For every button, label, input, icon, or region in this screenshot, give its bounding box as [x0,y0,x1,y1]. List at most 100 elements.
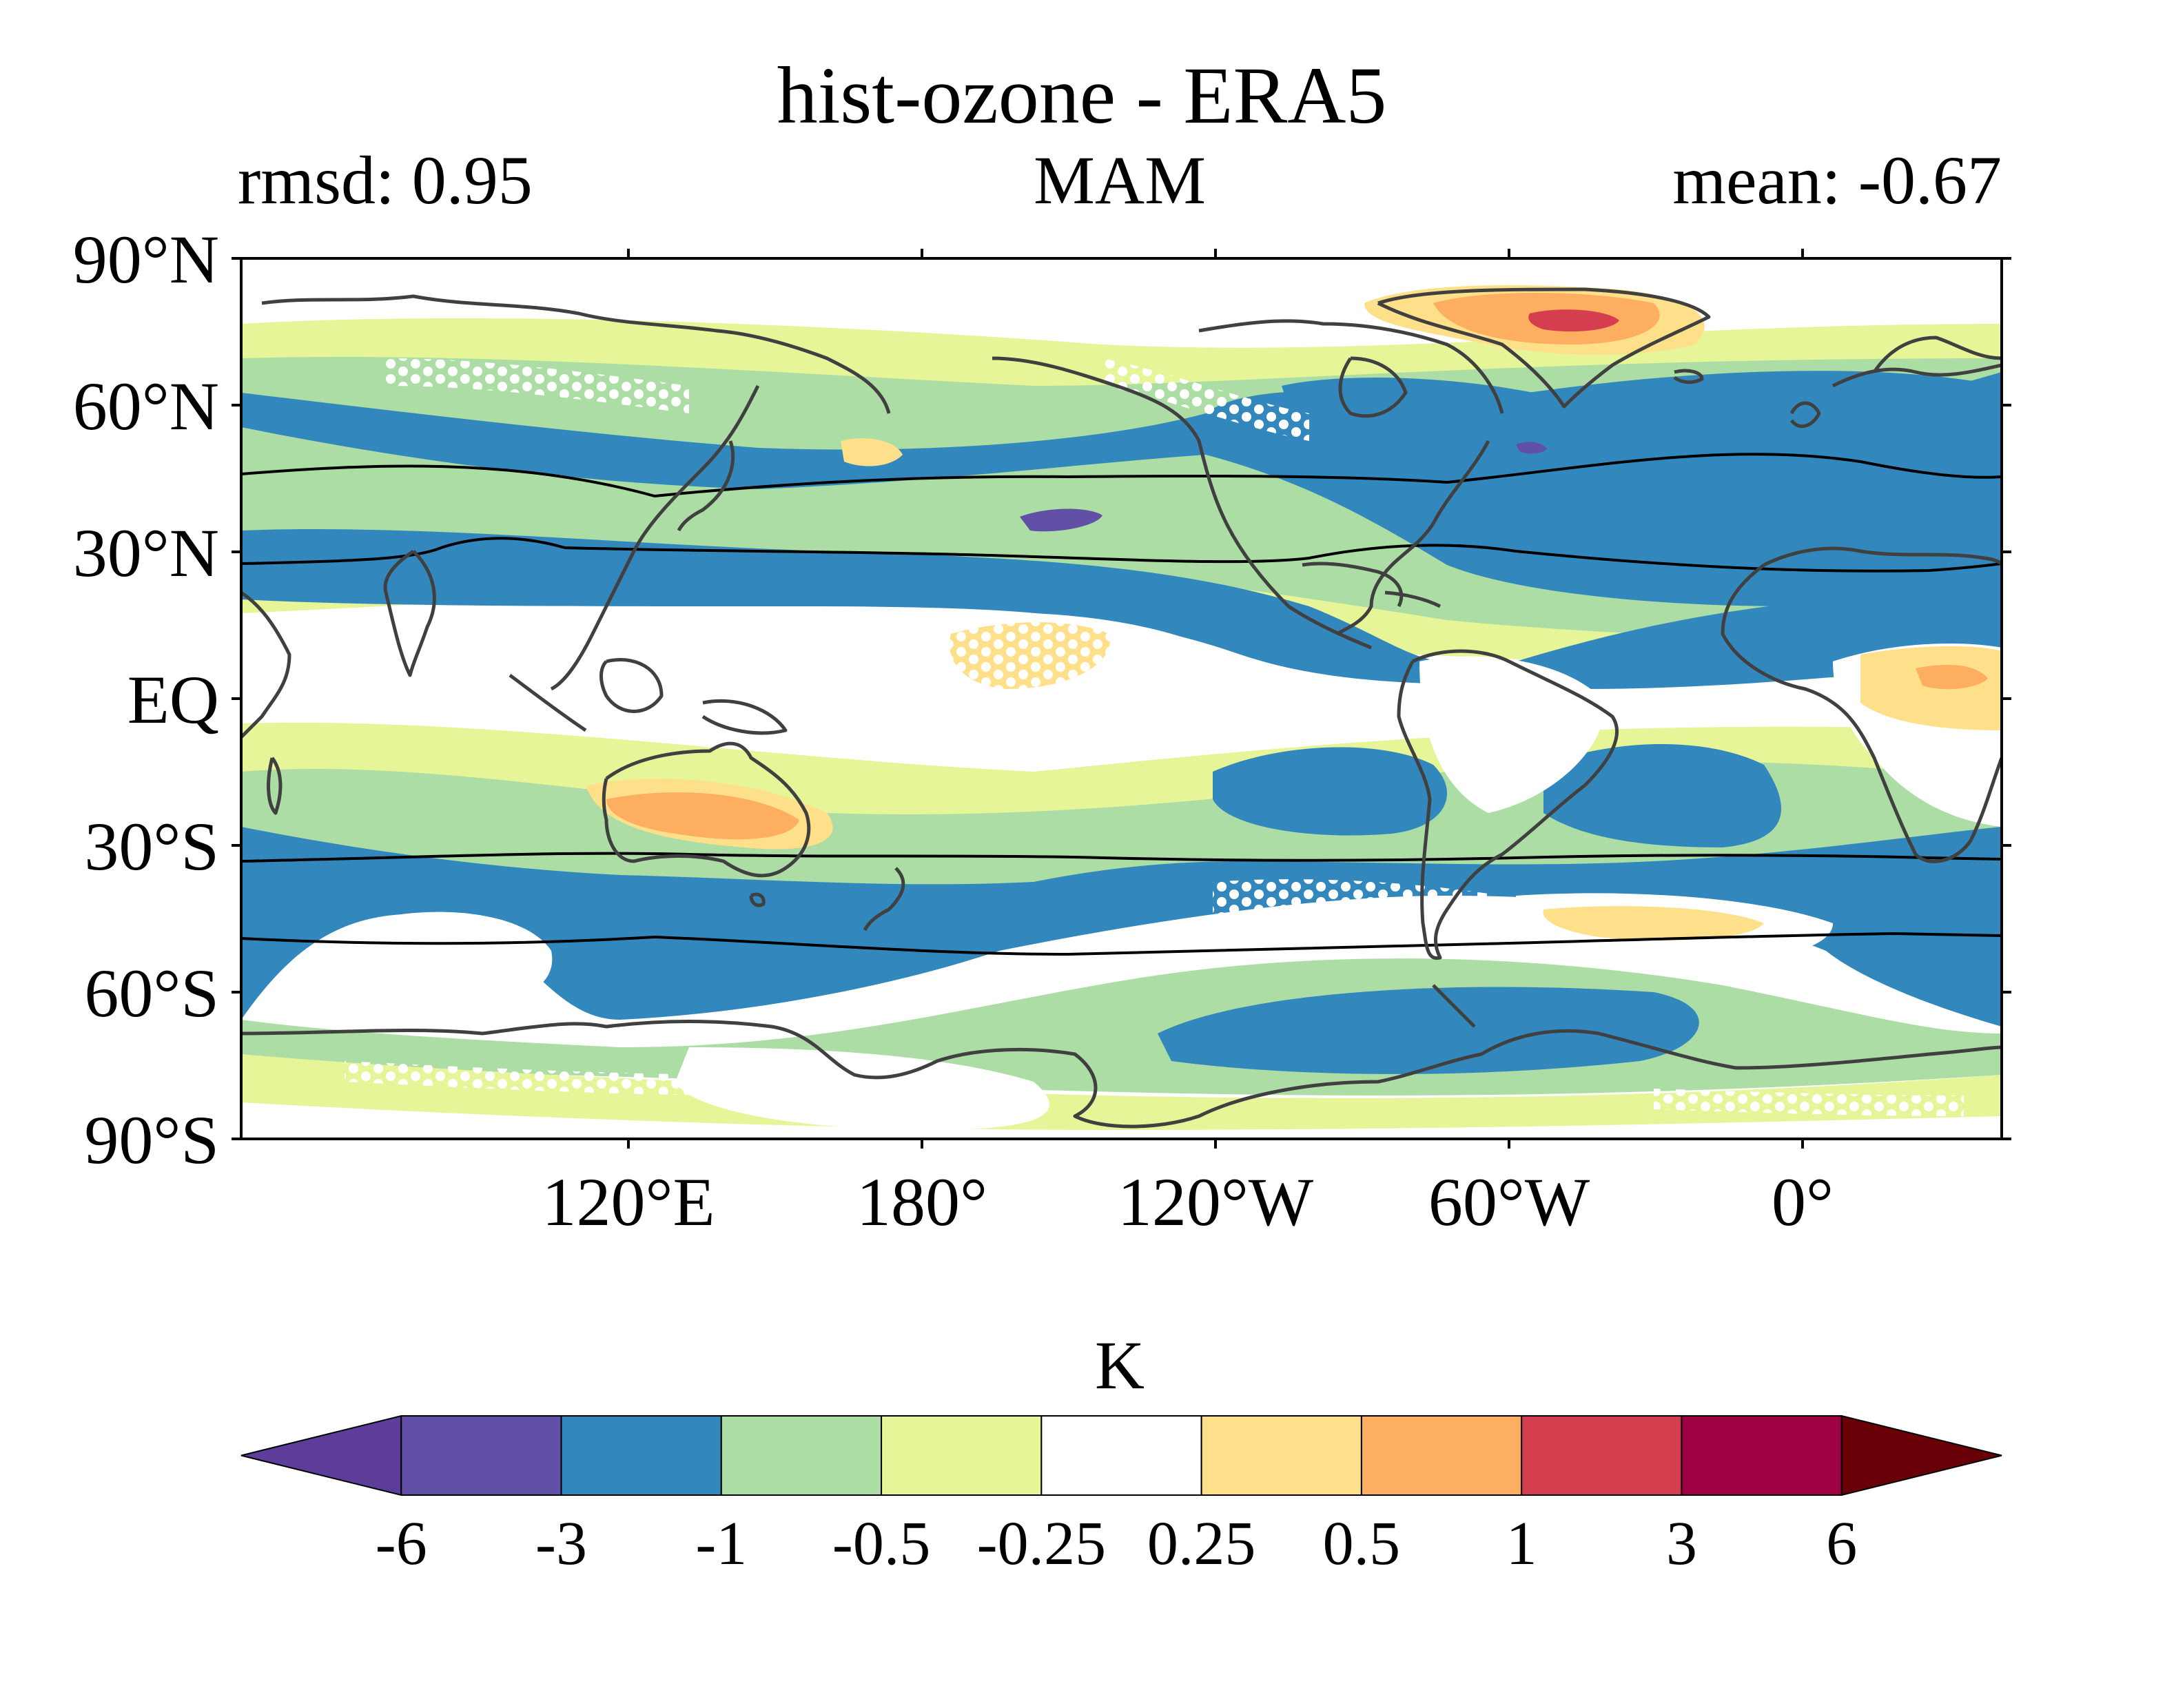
coast-sumatra [509,673,587,732]
colorbar-segment [560,1415,722,1496]
stipple-pacific-nh [1102,358,1309,441]
colorbar-segment [881,1415,1043,1496]
contour-tropics-white [482,611,1378,775]
coast-india [383,549,436,677]
colorbar-tick-label: -0.5 [832,1510,930,1578]
lon-label-120w: 120°W [1118,1164,1314,1240]
contour-japan-yellow [841,438,903,466]
stipple-nh [386,358,689,413]
lat-tick-labels: 90°N 60°N 30°N EQ 30°S 60°S 90°S [73,221,219,1178]
colorbar-tick-label: 6 [1826,1510,1857,1578]
coastlines [241,287,2002,1129]
coast-south-america [1397,649,1619,960]
colorbar-tick-label: 3 [1666,1510,1697,1578]
contour-southpacific-blue [1213,747,1447,836]
coast-tasmania [749,892,766,907]
contour-westafrica-orange [1916,665,1988,690]
contour-greenland-red [1528,309,1619,332]
coast-east-asia [550,384,760,691]
contour-southatlantic-blue [1543,744,1781,847]
lon-label-180: 180° [856,1164,987,1240]
lon-tick-labels: 120°E 180° 120°W 60°W 0° [542,1164,1834,1240]
colorbar-segment [1040,1415,1202,1496]
coast-canada-north [1198,319,1504,414]
colorbar-label: K [1095,1327,1145,1403]
lat-label-60n: 60°N [73,368,219,444]
colorbar-tick-label: -0.25 [977,1510,1106,1578]
colorbar-segment [1360,1415,1523,1496]
jet-line-sh-north [241,852,2002,863]
jet-position-lines [241,453,2002,956]
coast-mediterranean [1763,546,2002,567]
coast-north-america-west [992,356,1372,650]
colorbar-tick-label: 0.25 [1147,1510,1256,1578]
coast-north-america-east [1335,440,1490,636]
contour-subtropic-blue [241,528,2002,689]
colorbar-tick-label: -6 [376,1510,427,1578]
coast-britain [1789,401,1821,429]
significance-stippling [345,358,1964,1116]
contour-antarctic-yellow [241,1054,2002,1130]
coast-cuba [1384,590,1441,608]
stipple-southatlantic [1213,879,1502,930]
contour-australia-orange [606,792,799,840]
colorbar-tick-label: 0.5 [1323,1510,1401,1578]
contour-antarctic-blue [1158,987,1699,1074]
colorbar-segment [1681,1415,1843,1496]
coast-australia [602,741,811,878]
lat-label-90n: 90°N [73,221,219,298]
stipple-centralpacific [950,622,1111,689]
mean-label: mean: -0.67 [1672,142,2002,218]
lat-axis [232,257,2011,1140]
coast-europe [1831,363,2002,388]
colorbar-tick-label: 1 [1506,1510,1537,1578]
lon-axis [627,249,1804,1149]
coast-antarctic-peninsula [1432,984,1476,1028]
contour-southern-ocean-blue [241,827,2002,1027]
coast-japan [677,440,735,532]
lat-label-30n: 30°N [73,515,219,591]
season-label: MAM [1034,142,1206,218]
lat-label-30s: 30°S [84,808,219,885]
contour-southatlantic-yellow [1543,906,1764,940]
jet-line-nh-south [241,537,2002,573]
colorbar-segments [240,1414,2002,1496]
colorbar-segment [720,1415,883,1496]
lat-label-90s: 90°S [84,1102,219,1178]
lat-label-eq: EQ [127,661,219,738]
colorbar-tick-label: -1 [695,1510,747,1578]
colorbar-extend-high [1840,1414,2002,1496]
map-panel [241,258,2002,1139]
lon-label-120e: 120°E [542,1164,715,1240]
stipple-southindian [357,912,553,1006]
coast-new-guinea [701,699,788,735]
lon-label-60w: 60°W [1428,1164,1590,1240]
contour-southamerica-white [1419,656,1605,813]
contour-antarctic-white [675,1047,1049,1130]
coast-antarctica [241,1020,2002,1129]
lon-label-0: 0° [1772,1164,1834,1240]
coast-borneo [599,657,664,713]
colorbar-tick-label: -3 [535,1510,587,1578]
colorbar-extend-low [240,1414,402,1496]
coast-arabia [241,590,291,739]
colorbar-tick-labels: -6 -3 -1 -0.5 -0.25 0.25 0.5 1 3 6 [376,1510,1857,1578]
stipple-antarctic-east [1654,1089,1964,1116]
coast-madagascar [267,757,283,815]
colorbar-segment [400,1415,562,1496]
coast-africa [1721,564,2002,863]
coast-new-zealand [863,867,905,932]
contour-nh-blue-atlantic [1282,372,2002,524]
contour-labrador-purple [1516,442,1547,454]
jet-line-sh-south [241,932,2002,956]
jet-line-nh-north [241,453,2002,498]
lat-label-60s: 60°S [84,955,219,1031]
colorbar-segment [1200,1415,1362,1496]
coast-hudson-bay [1338,356,1408,418]
figure-title: hist-ozone - ERA5 [777,50,1387,141]
coast-iceland [1673,369,1704,384]
rmsd-label: rmsd: 0.95 [238,142,533,218]
coast-scandinavia [1872,336,2002,373]
coast-greenland [1377,287,1711,409]
